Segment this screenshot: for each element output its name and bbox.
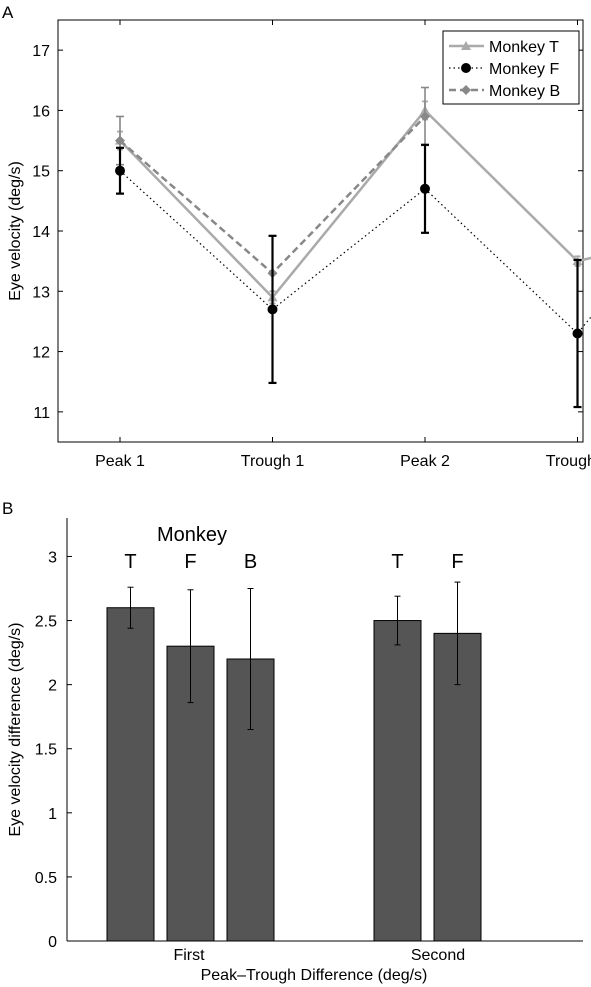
group-label: Second xyxy=(411,947,465,964)
data-point xyxy=(572,328,583,339)
x-tick-label-a: Peak 1 xyxy=(95,453,145,470)
bar-monkey-label: B xyxy=(244,551,257,573)
y-tick-label-b: 1 xyxy=(48,806,57,823)
y-tick-label-a: 11 xyxy=(33,405,50,422)
y-tick-label-a: 15 xyxy=(32,164,50,181)
y-tick-label-a: 12 xyxy=(32,345,50,362)
data-point xyxy=(115,135,125,146)
y-tick-label-b: 3 xyxy=(48,549,57,566)
y-axis-label-a: Eye velocity (deg/s) xyxy=(7,161,24,301)
legend-marker-monkey-t xyxy=(461,41,471,50)
group-label: First xyxy=(173,947,205,964)
y-tick-label-b: 2 xyxy=(48,678,57,695)
chart-a: 11 12 13 14 15 16 17 Peak 1 Trough 1 Peak 2 Trough… xyxy=(7,19,591,470)
bar-monkey-label: T xyxy=(124,551,136,573)
y-tick-label-b: 0.5 xyxy=(35,870,57,887)
legend-label-monkey-f: Monkey F xyxy=(489,61,559,78)
y-tick-label-b: 0 xyxy=(48,934,57,951)
data-point xyxy=(267,304,278,315)
bar-monkey-label: F xyxy=(451,551,463,573)
bar-monkey-label: F xyxy=(184,551,196,573)
bar xyxy=(373,620,422,942)
x-tick-label-a: Trough 1 xyxy=(241,453,305,470)
x-tick-label-a: Trough 2 xyxy=(546,453,591,470)
y-tick-label-b: 1.5 xyxy=(35,742,57,759)
legend-marker-monkey-f xyxy=(461,63,471,73)
chart-b: 0 0.5 1 1.5 2 2.5 3 Eye velocity difference (de… xyxy=(7,518,583,984)
bar-group-second: T F Second xyxy=(373,551,482,964)
bar xyxy=(106,607,155,942)
y-tick-label-a: 17 xyxy=(32,43,50,60)
monkey-header: Monkey xyxy=(157,524,227,546)
y-tick-label-a: 13 xyxy=(32,284,50,301)
data-point xyxy=(420,111,430,122)
series-monkey-t xyxy=(115,100,591,305)
data-point xyxy=(115,165,125,176)
y-tick-label-b: 2.5 xyxy=(35,614,57,631)
x-tick-label-a: Peak 2 xyxy=(400,453,450,470)
series-monkey-f xyxy=(115,143,591,409)
x-axis-label-b: Peak–Trough Difference (deg/s) xyxy=(201,967,428,984)
y-tick-label-a: 16 xyxy=(32,103,50,120)
series-line-monkey-f xyxy=(119,170,591,335)
bar-group-first: T F B First xyxy=(106,551,275,964)
bar-monkey-label: T xyxy=(391,551,403,573)
panel-b-label: B xyxy=(2,499,13,518)
legend-label-monkey-b: Monkey B xyxy=(489,83,560,100)
series-line-monkey-t xyxy=(119,108,591,300)
legend-a: Monkey T Monkey F Monkey B xyxy=(442,30,580,105)
y-axis-label-b: Eye velocity difference (deg/s) xyxy=(7,622,24,836)
panel-a-label: A xyxy=(2,3,14,22)
data-point xyxy=(420,183,430,194)
y-tick-label-a: 14 xyxy=(32,224,50,241)
legend-label-monkey-t: Monkey T xyxy=(489,39,559,56)
legend-marker-monkey-b xyxy=(461,85,471,95)
